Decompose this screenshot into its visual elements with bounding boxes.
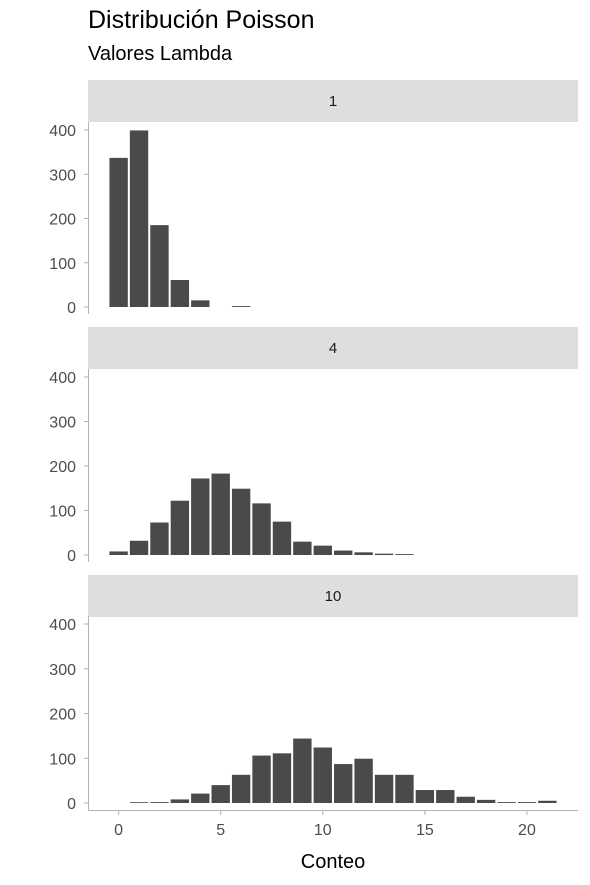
facet-strip	[88, 80, 578, 122]
chart-subtitle: Valores Lambda	[88, 43, 233, 65]
bar	[191, 793, 210, 803]
y-tick-label: 400	[49, 370, 76, 387]
facet-strip-label: 10	[325, 588, 342, 605]
y-tick-label: 100	[49, 751, 76, 768]
bar	[456, 796, 475, 803]
bar	[313, 545, 332, 555]
bar	[354, 758, 373, 803]
bar	[415, 790, 435, 803]
bar	[334, 764, 353, 803]
bar	[191, 300, 210, 307]
y-tick-label: 0	[67, 300, 76, 317]
facet-strip	[88, 575, 578, 617]
bar	[293, 738, 312, 803]
bar	[129, 540, 149, 555]
bar	[354, 552, 373, 555]
y-tick-label: 100	[49, 256, 76, 273]
bar	[231, 306, 251, 307]
bar	[538, 800, 557, 803]
bar	[150, 225, 169, 307]
bar	[109, 157, 128, 307]
bar	[517, 802, 537, 803]
bar	[129, 130, 149, 307]
bar	[272, 521, 292, 555]
bar	[170, 799, 190, 803]
y-tick-label: 400	[49, 617, 76, 634]
bar	[252, 503, 271, 555]
bar	[395, 554, 414, 555]
x-tick-label: 10	[314, 822, 332, 839]
x-axis-title: Conteo	[301, 851, 366, 873]
bar	[395, 774, 414, 803]
y-tick-label: 100	[49, 504, 76, 521]
bar	[191, 478, 210, 555]
x-tick-label: 0	[114, 822, 123, 839]
y-tick-label: 200	[49, 212, 76, 229]
y-tick-label: 0	[67, 548, 76, 565]
bar	[334, 550, 353, 555]
y-tick-label: 400	[49, 123, 76, 140]
bar	[150, 522, 169, 555]
bar	[231, 488, 251, 555]
bar	[252, 755, 271, 803]
bar	[129, 802, 149, 803]
y-tick-label: 200	[49, 707, 76, 724]
bar	[231, 774, 251, 803]
x-tick-label: 5	[216, 822, 225, 839]
bar	[374, 774, 394, 803]
facet-strip-label: 1	[329, 93, 337, 110]
bar	[150, 802, 169, 803]
y-tick-label: 300	[49, 167, 76, 184]
bar	[109, 551, 128, 555]
bar	[436, 790, 455, 803]
y-tick-label: 200	[49, 459, 76, 476]
x-tick-label: 15	[416, 822, 434, 839]
bar	[170, 500, 190, 555]
bar	[212, 306, 230, 307]
y-tick-label: 0	[67, 796, 76, 813]
bar	[497, 802, 516, 803]
bar	[211, 785, 230, 803]
facet-strip-label: 4	[329, 340, 337, 357]
bar	[272, 753, 292, 803]
bar	[374, 553, 394, 555]
bar	[211, 473, 230, 555]
bar	[476, 799, 496, 803]
y-tick-label: 300	[49, 662, 76, 679]
x-tick-label: 20	[518, 822, 536, 839]
chart-title: Distribución Poisson	[88, 6, 315, 34]
y-tick-label: 300	[49, 415, 76, 432]
bar	[293, 541, 312, 555]
facet-strip	[88, 327, 578, 369]
bar	[170, 280, 190, 307]
bar	[313, 747, 332, 803]
